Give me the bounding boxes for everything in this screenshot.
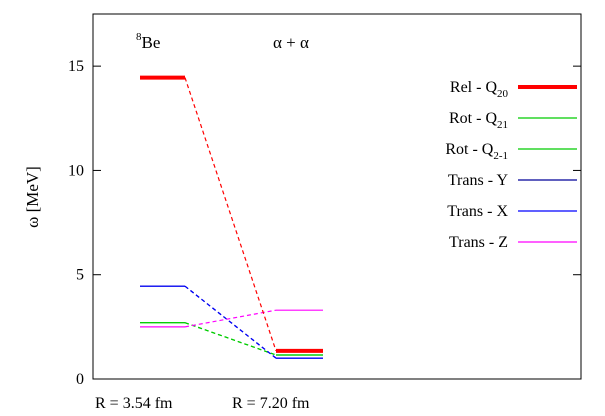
legend-label: Rel - Q20 xyxy=(450,79,509,100)
column-header-be-text: Be xyxy=(142,33,161,52)
legend-label: Trans - X xyxy=(447,203,508,220)
legend-label: Trans - Z xyxy=(449,234,508,251)
y-tick-label: 5 xyxy=(76,267,84,284)
y-tick-label: 15 xyxy=(68,58,84,75)
chart-marks xyxy=(140,75,323,359)
y-tick-label: 0 xyxy=(76,371,84,388)
legend-label: Trans - Y xyxy=(448,172,509,189)
x-label-r-354: R = 3.54 fm xyxy=(95,395,173,412)
transition-line xyxy=(184,77,277,352)
plot-frame xyxy=(92,13,582,380)
column-header-be: 8Be xyxy=(136,31,160,52)
legend-label: Rot - Q21 xyxy=(449,110,508,131)
y-axis-ticks: 0 5 10 15 xyxy=(68,58,581,388)
column-headers: 8Be α + α xyxy=(136,31,309,52)
column-header-alpha-alpha: α + α xyxy=(273,33,309,52)
x-axis-labels: R = 3.54 fm R = 7.20 fm xyxy=(95,395,310,412)
y-tick-label: 10 xyxy=(68,162,84,179)
column-header-be-superscript: 8 xyxy=(136,31,142,43)
transition-line xyxy=(184,309,277,328)
legend-label: Rot - Q2-1 xyxy=(445,141,508,162)
y-axis-label: ω [MeV] xyxy=(23,166,42,228)
transition-line xyxy=(184,322,277,356)
transition-line xyxy=(184,285,277,359)
legend: Rel - Q20 Rot - Q21 Rot - Q2-1 Trans - Y Tra… xyxy=(445,79,577,251)
x-label-r-720: R = 7.20 fm xyxy=(232,395,310,412)
